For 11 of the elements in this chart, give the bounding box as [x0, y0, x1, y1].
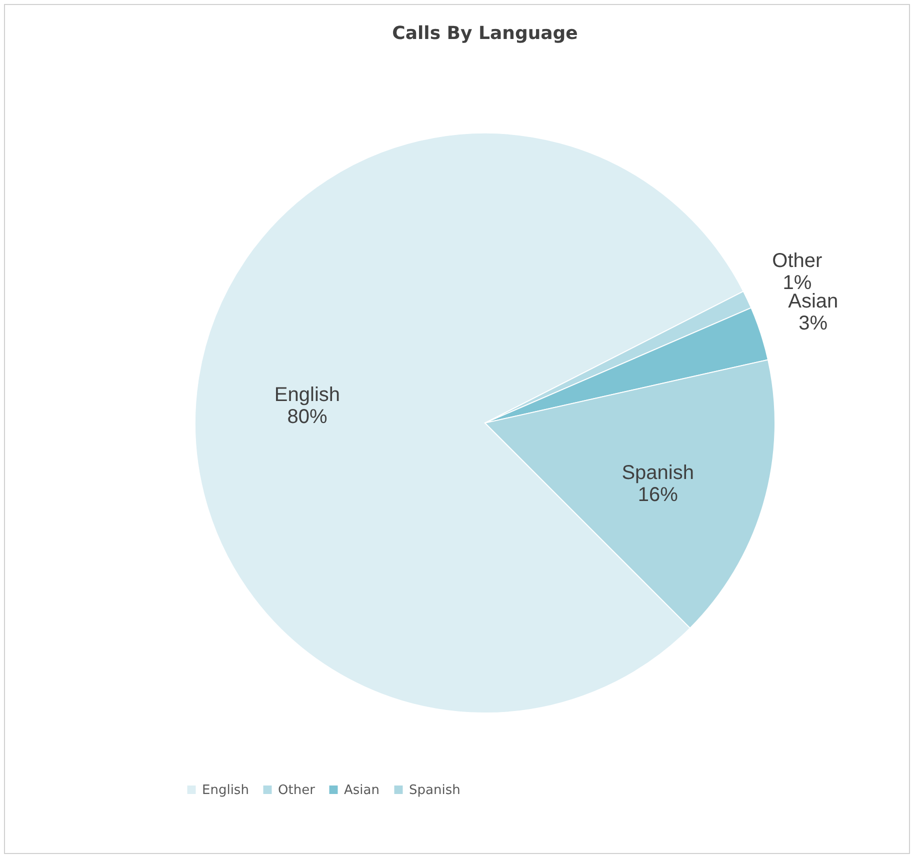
slice-label: Spanish: [622, 462, 694, 484]
legend-label: Spanish: [409, 782, 460, 798]
chart-title: Calls By Language: [392, 23, 578, 44]
data-label: 16%: [638, 484, 678, 506]
data-label: 80%: [287, 406, 328, 428]
legend-label: Other: [278, 782, 316, 798]
slice-label: Other: [772, 250, 823, 272]
slice-label: English: [274, 384, 340, 406]
legend-label: Asian: [344, 782, 380, 798]
data-label: 3%: [798, 312, 828, 334]
legend-label: English: [202, 782, 249, 798]
